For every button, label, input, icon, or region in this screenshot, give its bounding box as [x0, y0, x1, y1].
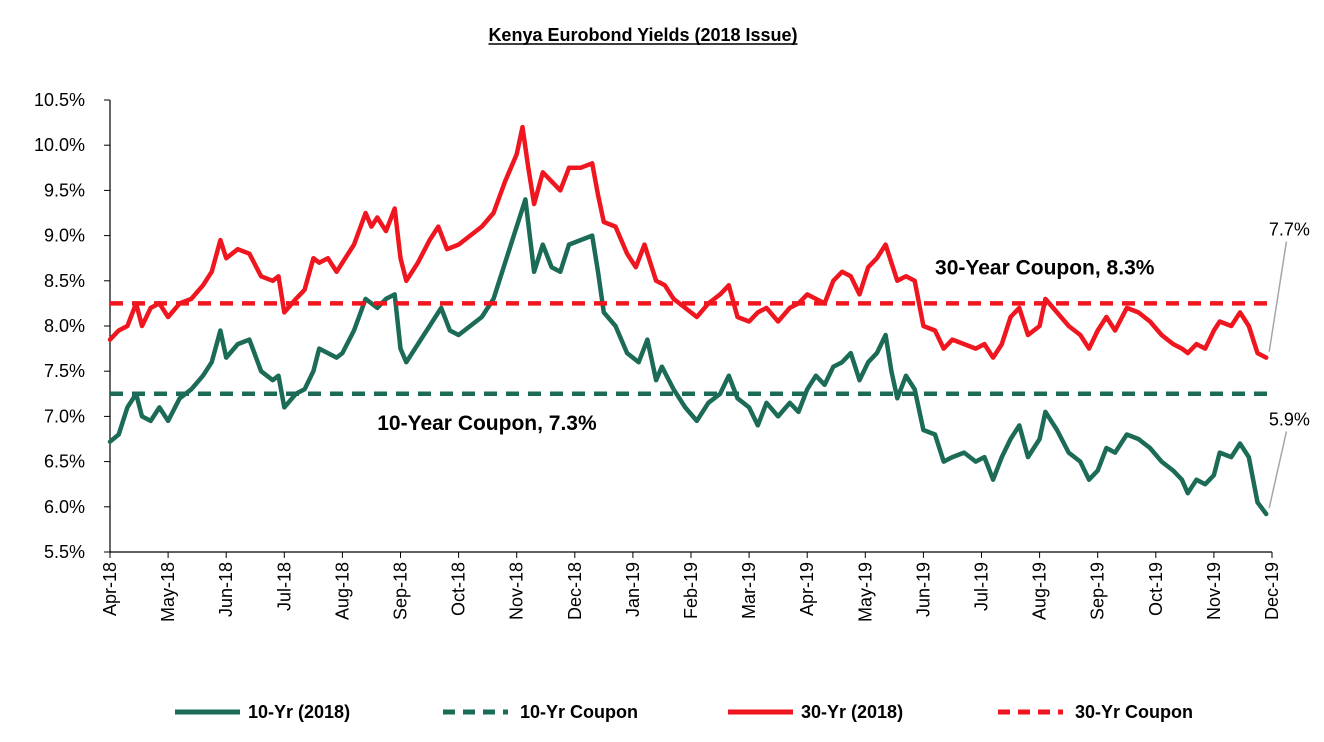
y-tick-label: 8.0%: [44, 316, 85, 336]
x-tick-label: Sep-19: [1088, 562, 1108, 620]
series-lines: [107, 124, 1272, 517]
leader-line-10yr: [1268, 431, 1288, 509]
x-tick-label: Apr-19: [797, 562, 817, 616]
y-tick-label: 6.5%: [44, 452, 85, 472]
x-tick-label: Sep-18: [391, 562, 411, 620]
x-tick-label: May-19: [855, 562, 875, 622]
x-tick-label: Dec-18: [565, 562, 585, 620]
x-tick-label: Apr-18: [100, 562, 120, 616]
y-tick-label: 7.0%: [44, 406, 85, 426]
leader-line-30yr: [1268, 241, 1288, 352]
x-tick-label: Aug-19: [1030, 562, 1050, 620]
x-tick-label: Jul-19: [972, 562, 992, 611]
legend-label-10yr-coupon: 10-Yr Coupon: [520, 702, 638, 722]
x-tick-label: Mar-19: [739, 562, 759, 619]
x-tick-label: Oct-18: [449, 562, 469, 616]
chart-title: Kenya Eurobond Yields (2018 Issue): [488, 25, 797, 45]
series-line-0: [107, 197, 1269, 517]
x-tick-label: Aug-18: [332, 562, 352, 620]
end-label-30yr: 7.7%: [1269, 220, 1310, 240]
y-tick-label: 10.5%: [34, 90, 85, 110]
y-axis-tick-labels: 10.5% 10.0% 9.5% 9.0% 8.5% 8.0% 7.5% 7.0% 6.5% 6.…: [34, 90, 110, 562]
end-label-10yr: 5.9%: [1269, 409, 1310, 429]
legend: 10-Yr (2018) 10-Yr Coupon 30-Yr (2018) 3…: [175, 702, 1193, 722]
x-tick-label: May-18: [158, 562, 178, 622]
annotation-30yr-coupon: 30-Year Coupon, 8.3%: [935, 256, 1155, 279]
x-tick-label: Dec-19: [1262, 562, 1282, 620]
x-axis-tick-labels: Apr-18 May-18 Jun-18 Jul-18 Aug-18 Sep-18 Oct-…: [100, 552, 1282, 622]
legend-label-30yr: 30-Yr (2018): [801, 702, 903, 722]
x-tick-label: Jan-19: [623, 562, 643, 617]
annotation-10yr-coupon: 10-Year Coupon, 7.3%: [377, 412, 597, 435]
x-tick-label: Feb-19: [681, 562, 701, 619]
y-tick-label: 9.0%: [44, 226, 85, 246]
x-tick-label: Jun-19: [913, 562, 933, 617]
x-tick-label: Nov-18: [507, 562, 527, 620]
x-tick-label: Jun-18: [216, 562, 236, 617]
y-tick-label: 5.5%: [44, 542, 85, 562]
x-tick-label: Oct-19: [1146, 562, 1166, 616]
x-tick-label: Jul-18: [274, 562, 294, 611]
y-tick-label: 8.5%: [44, 271, 85, 291]
x-tick-label: Nov-19: [1204, 562, 1224, 620]
legend-label-30yr-coupon: 30-Yr Coupon: [1075, 702, 1193, 722]
series-line-2: [107, 124, 1269, 360]
legend-label-10yr: 10-Yr (2018): [248, 702, 350, 722]
y-tick-label: 6.0%: [44, 497, 85, 517]
y-tick-label: 7.5%: [44, 361, 85, 381]
y-tick-label: 10.0%: [34, 135, 85, 155]
y-tick-label: 9.5%: [44, 180, 85, 200]
